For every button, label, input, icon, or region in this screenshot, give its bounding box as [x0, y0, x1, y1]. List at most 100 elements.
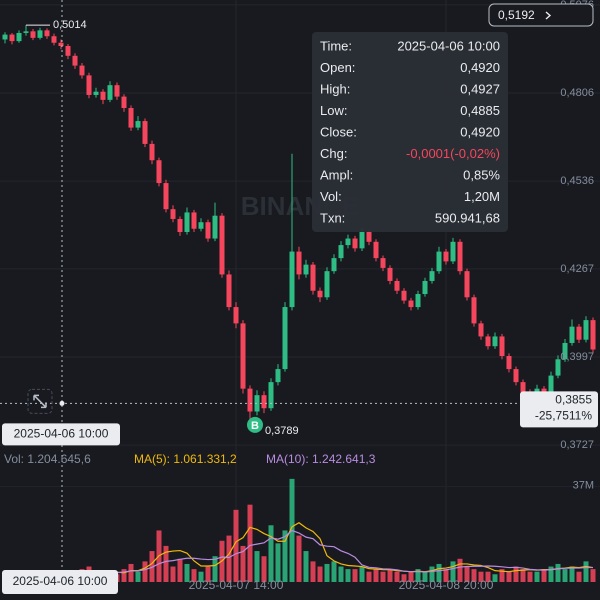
volume-bar	[177, 558, 183, 582]
volume-bar	[247, 504, 253, 582]
candle-body	[23, 31, 29, 33]
tooltip-value: 0,4927	[460, 81, 500, 96]
tooltip-label: High:	[320, 81, 350, 96]
volume-bar	[513, 566, 519, 582]
candle-body	[79, 65, 85, 76]
y-tick-label: 0,3727	[560, 439, 594, 451]
tooltip-label: Close:	[320, 124, 357, 139]
candle-body	[100, 91, 106, 100]
tooltip-label: Open:	[320, 60, 355, 75]
volume-bar	[422, 571, 428, 582]
candle-body	[478, 323, 484, 337]
volume-bar	[296, 535, 302, 582]
volume-bar	[506, 571, 512, 582]
volume-bar	[303, 551, 309, 582]
candle-body	[205, 222, 211, 239]
candle-body	[268, 382, 274, 409]
candle-body	[247, 388, 253, 412]
y-tick-label: 0,4536	[560, 175, 594, 187]
volume-bar	[471, 569, 477, 582]
volume-bar	[331, 561, 337, 582]
candle-body	[408, 300, 414, 308]
volume-bar	[212, 556, 218, 582]
candle-body	[37, 30, 43, 38]
volume-bar	[527, 571, 533, 582]
candle-body	[394, 280, 400, 291]
price-badge-text[interactable]: 0,5192	[498, 8, 535, 22]
volume-bar	[352, 569, 358, 582]
candle-body	[324, 271, 330, 298]
candle-body	[128, 108, 134, 128]
tooltip-box	[312, 32, 508, 232]
candle-body	[72, 55, 78, 66]
candle-body	[359, 232, 365, 249]
candle-body	[170, 209, 176, 219]
volume-legend-ma10: MA(10): 1.242.641,3	[266, 452, 376, 466]
candle-body	[149, 143, 155, 161]
price-badge-chevron[interactable]	[545, 11, 552, 20]
volume-bar	[380, 571, 386, 582]
volume-bar	[275, 543, 281, 582]
candle-body	[65, 46, 71, 56]
expand-icon[interactable]	[27, 388, 53, 414]
candle-body	[198, 222, 204, 229]
x-tick-label: 2025-04-08 20:00	[399, 578, 494, 592]
candle-body	[156, 160, 162, 184]
candle-body	[135, 121, 141, 128]
tooltip-value: 0,4920	[460, 124, 500, 139]
volume-bar	[464, 566, 470, 582]
tooltip-value: 2025-04-06 10:00	[397, 38, 500, 53]
candle-body	[457, 241, 463, 272]
candle-body	[317, 290, 323, 298]
candle-body	[2, 34, 8, 40]
buy-marker-text: B	[251, 420, 259, 432]
volume-bar	[583, 561, 589, 582]
volume-bar	[478, 571, 484, 582]
axis-time-box	[2, 570, 118, 594]
volume-bar	[387, 569, 393, 582]
candle-body	[569, 326, 575, 343]
candle-body	[191, 212, 197, 229]
crosshair-dot	[59, 400, 65, 406]
candle-body	[555, 359, 561, 376]
volume-legend-ma5: MA(5): 1.061.331,2	[134, 452, 237, 466]
volume-bar	[310, 561, 316, 582]
axis-time: 2025-04-06 10:00	[13, 574, 108, 588]
tooltip-label: Chg:	[320, 146, 347, 161]
volume-bar	[240, 545, 246, 582]
tooltip-label: Low:	[320, 103, 347, 118]
candle-body	[443, 251, 449, 262]
tooltip-value: 0,85%	[463, 167, 500, 182]
candle-body	[422, 280, 428, 295]
candle-body	[86, 75, 92, 95]
volume-bar	[534, 571, 540, 582]
volume-bar	[205, 566, 211, 582]
candle-body	[212, 215, 218, 239]
candle-body	[233, 307, 239, 324]
volume-bar	[233, 509, 239, 582]
candle-body	[44, 30, 50, 37]
candle-body	[590, 320, 596, 350]
tooltip-value: 0,4885	[460, 103, 500, 118]
candle-body	[562, 342, 568, 360]
candle-body	[387, 267, 393, 281]
candle-body	[107, 85, 113, 100]
volume-bar	[373, 569, 379, 582]
volume-bar	[555, 563, 561, 582]
candle-body	[142, 121, 148, 144]
buy-marker	[247, 416, 263, 433]
volume-bar	[128, 563, 134, 582]
volume-bar	[401, 574, 407, 582]
volume-bar	[408, 571, 414, 582]
volume-bar	[184, 563, 190, 582]
candle-body	[492, 336, 498, 347]
candle-body	[415, 294, 421, 308]
price-badge-box[interactable]	[488, 3, 594, 27]
y-tick-label: 0,4267	[560, 263, 594, 275]
volume-bar	[590, 569, 596, 582]
volume-bar	[359, 566, 365, 582]
volume-bar	[254, 551, 260, 582]
volume-bar	[142, 561, 148, 582]
candle-body	[51, 36, 57, 43]
